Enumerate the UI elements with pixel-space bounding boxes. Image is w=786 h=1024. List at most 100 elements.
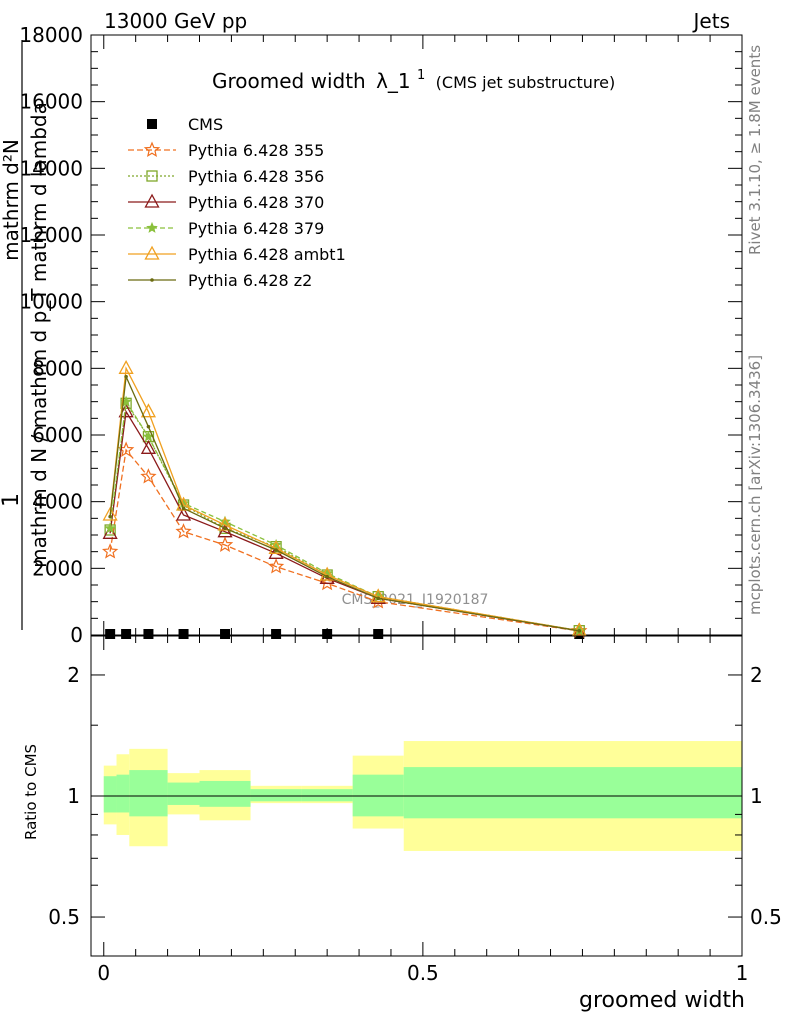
- legend-label: Pythia 6.428 370: [188, 193, 324, 212]
- ratio-y-tick-label-right: 2: [750, 663, 763, 687]
- analysis-watermark: CMS_2021_I1920187: [342, 592, 489, 608]
- ratio-y-tick-label: 1: [67, 784, 80, 808]
- triangle-marker: [217, 523, 233, 538]
- ratio-bands: [103, 741, 742, 851]
- title-subtitle: (CMS jet substructure): [436, 73, 616, 92]
- stat-uncertainty-band: [116, 774, 130, 813]
- dot-marker: [181, 506, 186, 511]
- star-marker: [104, 522, 116, 534]
- triangle-marker: [268, 539, 284, 554]
- x-axis-label: groomed width: [579, 988, 745, 1013]
- square-marker: [146, 170, 158, 182]
- y-tick-label: 8000: [32, 356, 83, 380]
- triangle-marker: [370, 588, 386, 603]
- header-category: Jets: [692, 9, 730, 33]
- ratio-y-tick-label-right: 0.5: [750, 905, 782, 929]
- legend: CMS Pythia 6.428 355 Pythia 6.428 356 Pythi…: [128, 115, 346, 290]
- mcplots-label: mcplots.cern.ch [arXiv:1306.3436]: [746, 355, 764, 615]
- dot-marker: [146, 424, 151, 429]
- dot-marker: [376, 596, 381, 601]
- stat-uncertainty-band: [403, 767, 742, 819]
- y-tick-label: 0: [70, 623, 83, 647]
- triangle-marker: [319, 566, 335, 581]
- y-tick-label: 2000: [32, 556, 83, 580]
- ylabel-numerator: mathrm d²N: [0, 139, 23, 261]
- y-tick-label: 16000: [19, 90, 83, 114]
- x-tick-labels: 0 0.5 1: [97, 961, 748, 985]
- y-tick-label: 14000: [19, 156, 83, 180]
- header-energy: 13000 GeV pp: [104, 9, 247, 33]
- triangle-marker: [144, 193, 160, 208]
- triangle-marker: [175, 506, 192, 521]
- dot-marker: [108, 514, 112, 519]
- triangle-marker: [140, 439, 157, 454]
- dot-marker: [274, 548, 278, 552]
- x-tick-label: 1: [736, 961, 749, 985]
- stat-uncertainty-band: [199, 780, 251, 807]
- triangle-marker: [144, 245, 160, 260]
- cms-marker: [322, 629, 333, 639]
- cms-marker: [105, 629, 116, 639]
- dot-marker: [223, 526, 227, 531]
- cms-marker: [271, 629, 282, 639]
- series-line: [109, 366, 580, 632]
- dot-marker: [150, 278, 154, 282]
- cms-marker: [178, 629, 189, 639]
- ratio-y-tick-label: 2: [67, 663, 80, 687]
- cms-marker: [147, 119, 157, 129]
- triangle-marker: [118, 359, 134, 374]
- title-superscript: 1: [417, 68, 425, 83]
- ratio-ylabel: Ratio to CMS: [22, 744, 40, 840]
- ylabel-frac-one: 1: [0, 493, 24, 507]
- star-marker: [140, 468, 157, 484]
- legend-label: Pythia 6.428 356: [188, 167, 324, 186]
- star-marker: [143, 141, 161, 157]
- star-marker: [175, 523, 192, 539]
- dot-marker: [577, 629, 582, 633]
- stat-uncertainty-band: [129, 770, 168, 817]
- plot-title: Groomed width λ_1 1 (CMS jet substructur…: [212, 60, 615, 93]
- legend-label: Pythia 6.428 379: [188, 219, 324, 238]
- dot-marker: [325, 574, 329, 579]
- series-layer: [101, 359, 588, 639]
- main-ylabel: 1 mathrm d²N mathrm d N / mathrm d p_T m…: [0, 40, 51, 630]
- ratio-tick-labels: 0.5 0.5 1 1 2 2: [48, 663, 782, 929]
- ratio-y-tick-label: 0.5: [48, 905, 80, 929]
- y-tick-label: 12000: [19, 223, 83, 247]
- legend-label: Pythia 6.428 z2: [188, 271, 312, 290]
- rivet-label: Rivet 3.1.10, ≥ 1.8M events: [746, 45, 764, 255]
- stat-uncertainty-band: [250, 789, 302, 802]
- stat-uncertainty-band: [103, 776, 117, 813]
- star-marker: [267, 558, 285, 574]
- triangle-marker: [140, 403, 157, 418]
- y-tick-label: 4000: [32, 490, 83, 514]
- main-axis-ticks: [91, 34, 743, 636]
- ratio-y-tick-label-right: 1: [750, 784, 763, 808]
- series-0: [105, 629, 585, 639]
- x-tick-label: 0: [97, 961, 110, 985]
- series-6: [108, 374, 582, 633]
- x-tick-label: 0.5: [407, 961, 439, 985]
- stat-uncertainty-band: [301, 789, 353, 802]
- title-lambda: λ_1: [376, 69, 411, 93]
- legend-label: Pythia 6.428 355: [188, 141, 324, 160]
- star-marker: [146, 221, 158, 233]
- y-tick-label: 10000: [19, 290, 83, 314]
- triangle-marker: [102, 506, 118, 521]
- star-marker: [216, 536, 234, 552]
- y-tick-label: 6000: [32, 423, 83, 447]
- series-line: [109, 448, 580, 632]
- legend-label: CMS: [188, 115, 223, 134]
- dot-marker: [124, 374, 128, 379]
- main-ytick-labels: 0 2000 4000 6000 8000 10000 12000 14000 16000 180…: [19, 23, 83, 647]
- cms-marker: [220, 629, 231, 639]
- stat-uncertainty-band: [167, 782, 200, 805]
- legend-label: Pythia 6.428 ambt1: [188, 245, 346, 264]
- cms-marker: [143, 629, 154, 639]
- cms-marker: [121, 629, 132, 639]
- y-tick-label: 18000: [19, 23, 83, 47]
- ylabel-denominator: mathrm d N / mathrm d p_T mathrm d lambd…: [27, 102, 51, 568]
- cms-marker: [373, 629, 384, 639]
- ratio-axis-ticks: [91, 636, 743, 957]
